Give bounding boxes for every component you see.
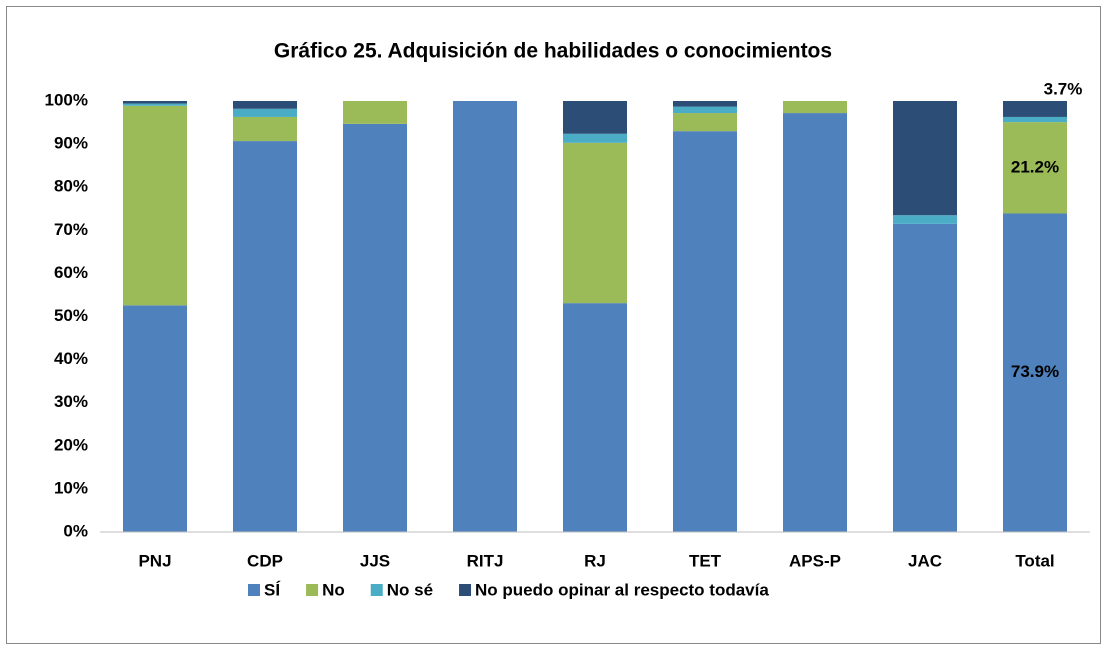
- bar-segment: [233, 101, 297, 109]
- y-tick-label: 100%: [45, 90, 88, 109]
- x-tick-label: CDP: [247, 551, 283, 570]
- x-tick-label: Total: [1015, 551, 1054, 570]
- legend-label: No sé: [387, 580, 433, 599]
- data-label: 73.9%: [1011, 362, 1059, 381]
- x-tick-label: RJ: [584, 551, 606, 570]
- bar-segment: [1003, 122, 1067, 214]
- x-tick-label: PNJ: [138, 551, 171, 570]
- y-tick-label: 50%: [54, 306, 88, 325]
- legend-label: No: [322, 580, 345, 599]
- bar-segment: [343, 123, 407, 532]
- bar-segment: [893, 215, 957, 224]
- legend-label: SÍ: [264, 580, 281, 599]
- y-tick-label: 30%: [54, 392, 88, 411]
- chart-title: Gráfico 25. Adquisición de habilidades o…: [274, 40, 832, 63]
- legend-swatch: [459, 584, 472, 596]
- bar-segment: [123, 105, 187, 306]
- y-tick-label: 90%: [54, 134, 88, 153]
- y-tick-label: 20%: [54, 435, 88, 454]
- data-label: 21.2%: [1011, 157, 1059, 176]
- bar-segment: [783, 101, 847, 114]
- y-tick-label: 40%: [54, 349, 88, 368]
- bar-segment: [343, 101, 407, 124]
- legend-label: No puedo opinar al respecto todavía: [475, 580, 769, 599]
- y-tick-label: 80%: [54, 177, 88, 196]
- y-tick-label: 70%: [54, 220, 88, 239]
- bar-segment: [563, 133, 627, 143]
- bar-segment: [893, 223, 957, 532]
- bar-segment: [673, 101, 737, 107]
- x-tick-label: JJS: [360, 551, 390, 570]
- bar-segment: [1003, 101, 1067, 117]
- bar-segment: [563, 303, 627, 532]
- x-tick-label: TET: [689, 551, 722, 570]
- x-tick-label: APS-P: [789, 551, 841, 570]
- bar-segment: [233, 116, 297, 142]
- bar-segment: [123, 305, 187, 532]
- bar-segment: [783, 113, 847, 533]
- x-tick-label: RITJ: [467, 551, 504, 570]
- y-tick-label: 10%: [54, 478, 88, 497]
- legend-swatch: [306, 584, 319, 596]
- bar-segment: [233, 108, 297, 117]
- bar-segment: [893, 101, 957, 216]
- data-label: 3.7%: [1044, 79, 1083, 98]
- bar-segment: [673, 106, 737, 114]
- y-tick-label: 60%: [54, 263, 88, 282]
- legend-swatch: [370, 584, 383, 596]
- y-tick-label: 0%: [63, 521, 88, 540]
- bar-segment: [123, 103, 187, 106]
- bar-segment: [453, 101, 517, 532]
- bar-segment: [233, 141, 297, 532]
- bar-segment: [673, 113, 737, 132]
- bar-segment: [1003, 116, 1067, 123]
- x-tick-label: JAC: [908, 551, 942, 570]
- legend-swatch: [248, 584, 260, 596]
- bar-segment: [123, 101, 187, 104]
- bar-segment: [563, 101, 627, 134]
- bar-segment: [1003, 213, 1067, 532]
- bar-segment: [563, 142, 627, 304]
- bar-segment: [673, 131, 737, 533]
